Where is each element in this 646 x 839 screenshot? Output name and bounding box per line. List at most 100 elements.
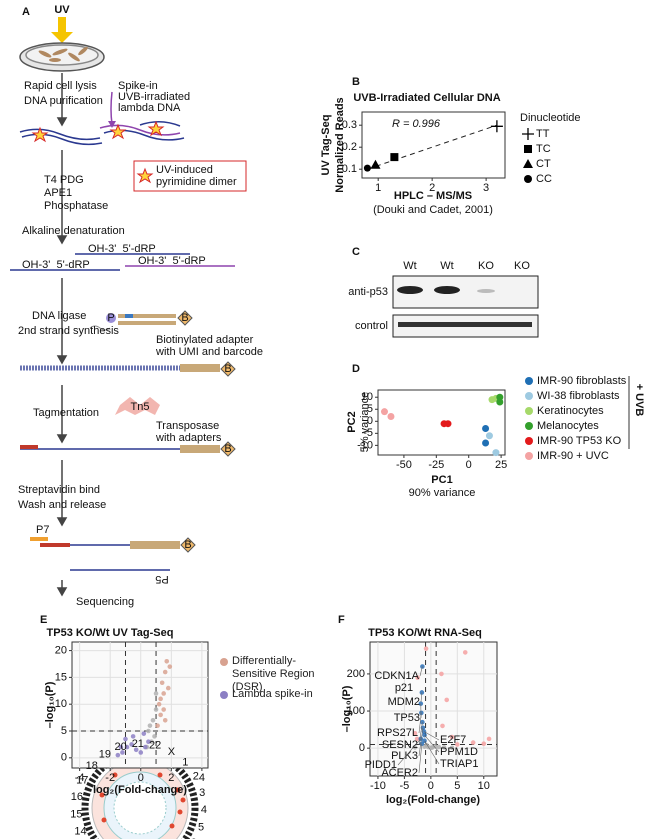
circos-label: 20 [115,741,127,753]
data-point [158,712,163,718]
annotation: p21 [395,682,413,694]
label-leader [418,743,423,774]
x-tick-label: 3 [483,182,489,194]
legend-label: TC [536,143,551,155]
y-axis-label: –log₁₀(P) [44,681,56,728]
circos-label: 2 [193,771,199,783]
data-point [432,744,438,749]
data-point [490,120,503,133]
label-leader [424,740,440,765]
gene-label: TP53 [394,712,420,724]
data-point [486,736,492,742]
x-tick-label: -10 [370,780,386,792]
step-label: T4 PDG [44,174,84,186]
lane-label: KO [514,260,530,272]
data-point [387,412,395,420]
row-label: control [355,320,388,332]
x-tick-label: 5 [454,780,460,792]
legend-label: Keratinocytes [537,405,604,417]
legend-title: Dinucleotide [520,112,581,124]
legend-group-label: + UVB [633,384,645,417]
data-point [363,164,371,172]
data-point [146,739,151,745]
x-axis-label: HPLC – MS/MS [394,190,472,202]
data-point [449,734,455,740]
x-tick-label: -5 [400,780,410,792]
data-point [152,734,157,739]
circos-label: X [168,746,176,758]
phosphate: P [107,312,114,324]
plot-area [361,111,506,179]
y-tick-label: 100 [347,705,365,717]
data-point [147,723,153,728]
circos-label: 6 [190,837,196,839]
data-point [118,744,124,750]
x-axis-label: log₂(Fold-change) [93,784,187,796]
y-tick-label: 10 [55,698,67,710]
annotation: R = 0.996 [392,118,441,130]
y-tick-label: 0.3 [342,119,357,131]
transposase-label: Transposase [156,420,219,432]
y-axis-label: –log₁₀(P) [341,685,353,732]
legend-marker [524,175,532,183]
data-point [115,752,121,758]
y-tick-label: -5 [363,427,373,439]
data-point [422,744,427,749]
step-label: Rapid cell lysis [24,80,97,92]
label-leader [424,734,440,753]
x-tick-label: -4 [75,772,85,784]
chart-title: UVB-Irradiated Cellular DNA [353,92,500,104]
circos-label: 15 [70,808,82,820]
western-blot [392,275,539,338]
y-tick-label: 0 [61,752,67,764]
data-point [130,734,136,739]
transposase-label: with adapters [155,432,222,444]
data-point [133,747,139,753]
x-tick-label: 0 [428,780,434,792]
data-point [496,393,504,401]
data-point [485,432,493,440]
step-label: Phosphatase [44,200,108,212]
legend-label: Lambda spike-in [232,688,313,700]
plot-area [71,641,209,769]
legend-marker [525,392,533,400]
panel-label: C [352,246,360,258]
step-label: Sequencing [76,596,134,608]
biotin: B [224,443,231,455]
dimer-legend: UV-induced [156,164,213,176]
gene-label: PIDD1 [365,759,397,771]
legend-marker [220,658,228,666]
dimer-legend: pyrimidine dimer [156,176,237,188]
row-label: anti-p53 [348,286,388,298]
legend-label: Melanocytes [537,420,599,432]
data-point [159,680,165,686]
y-axis-note: 5% variance [359,392,371,453]
y-axis-label: Normalized Reads [334,97,346,192]
data-point [161,707,166,712]
data-point [470,740,476,745]
x-tick-label: 0 [466,459,472,471]
x-tick-label: 2 [429,182,435,194]
spike-in-label: Spike-in [118,80,158,92]
gene-label: TRIAP1 [440,758,479,770]
data-point [482,439,490,447]
circos-label: 16 [71,791,83,803]
protocol-diagram [10,17,247,597]
legend-label: CT [536,158,551,170]
chart-title: TP53 KO/Wt RNA-Seq [368,627,482,639]
step-label: DNA purification [24,95,103,107]
data-point [449,745,455,751]
data-point [380,408,388,416]
x-axis-note: 90% variance [409,487,476,499]
legend-marker [525,407,533,415]
circos-label: 14 [74,825,86,837]
gene-label: PPM1D [440,746,478,758]
chart-title: TP53 KO/Wt UV Tag-Seq [47,627,174,639]
legend-label: IMR-90 fibroblasts [537,375,627,387]
y-tick-label: 200 [347,668,365,680]
step-label: Tagmentation [33,407,99,419]
circos-plot [81,749,199,839]
step-label: DNA ligase [32,310,86,322]
